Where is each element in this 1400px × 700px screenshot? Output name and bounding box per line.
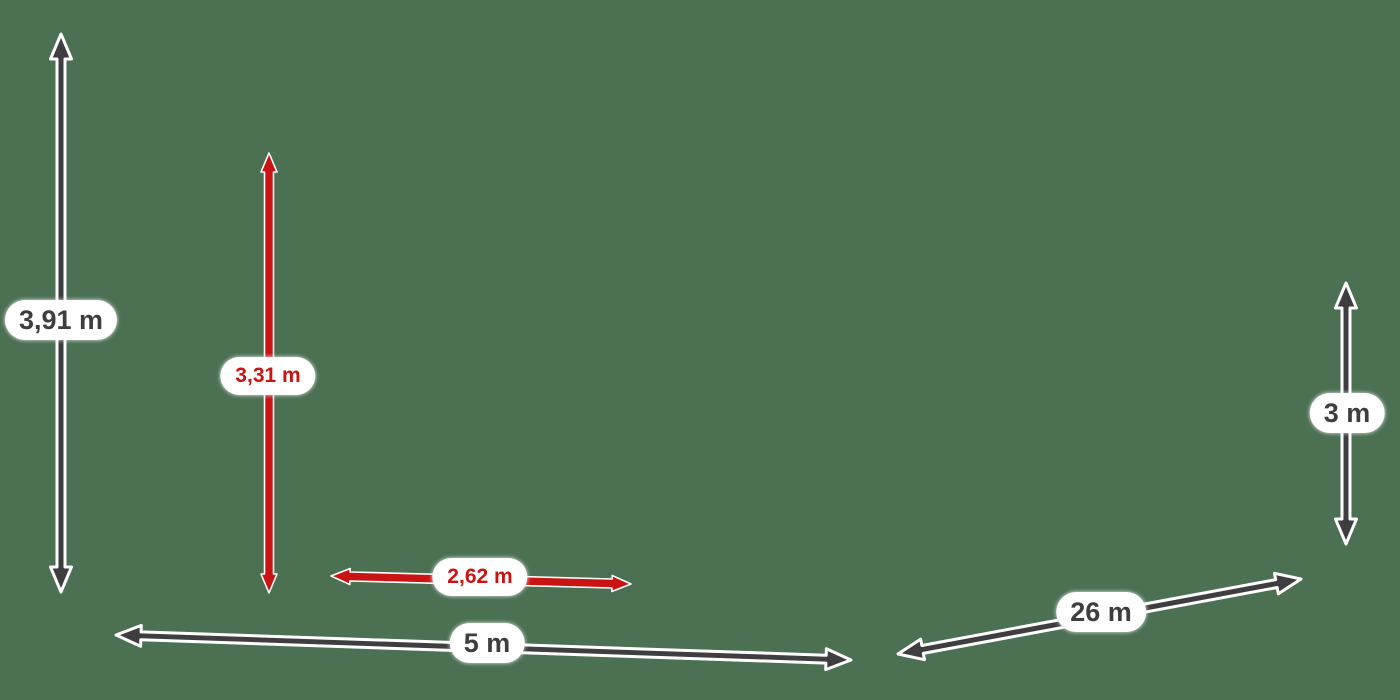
measurement-arrow-right-height: [1334, 281, 1358, 546]
measurement-arrow-red-height: [260, 152, 278, 594]
measurement-arrow-left-height: [49, 32, 73, 594]
measurement-arrow-diagonal-length: [896, 571, 1303, 662]
measurement-arrow-red-width: [330, 567, 632, 593]
measurement-arrow-bottom-width: [114, 623, 853, 672]
